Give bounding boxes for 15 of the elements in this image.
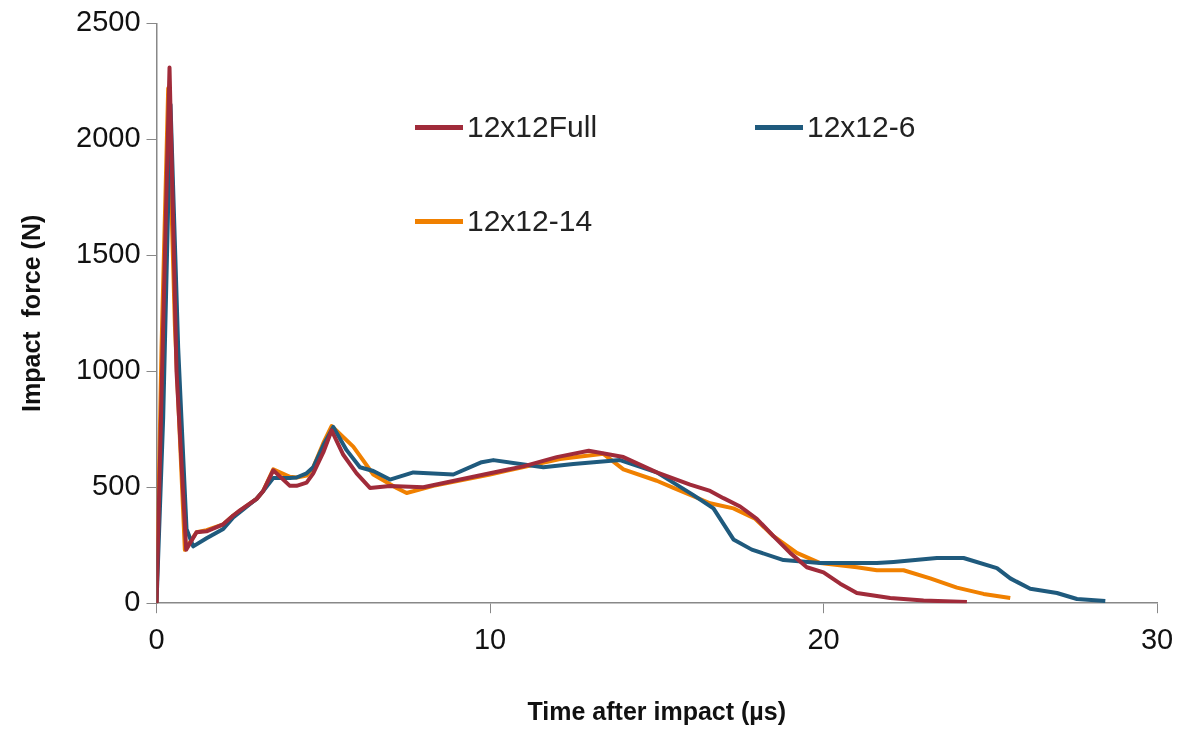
x-tick-label: 20 [807,622,840,655]
legend-label: 12x12-6 [807,110,916,144]
y-tick-label: 2000 [76,121,141,154]
x-axis-title: Time after impact (µs) [527,696,786,725]
y-tick-label: 500 [92,469,141,502]
x-tick-label: 10 [473,622,507,655]
y-tick-label: 2500 [76,5,141,38]
y-tick-label: 1500 [76,237,141,270]
x-tick-label: 30 [1140,622,1174,655]
legend-label: 12x12-14 [467,204,593,238]
y-tick-label: 1000 [76,353,141,386]
y-tick-label: 0 [124,585,141,618]
legend-label: 12x12Full [467,110,598,144]
x-tick-label: 0 [148,622,165,655]
y-axis-title: Impact force (N) [16,214,45,412]
